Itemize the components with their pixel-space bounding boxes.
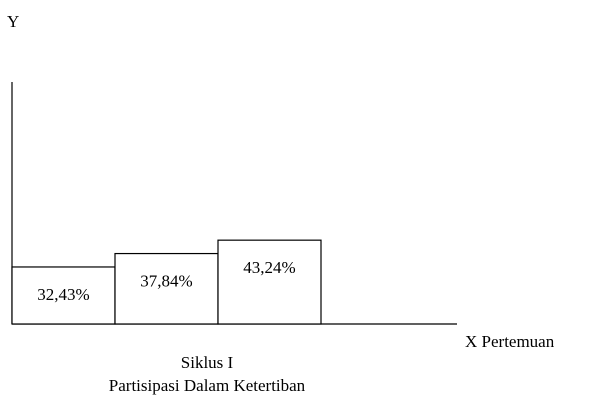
bar-value-label-2: 37,84% — [140, 272, 192, 291]
bar-value-label-3: 43,24% — [243, 258, 295, 277]
bar-value-label-1: 32,43% — [37, 285, 89, 304]
chart-caption-cycle: Siklus I — [181, 353, 234, 372]
bar-2 — [114, 252, 219, 325]
bars-group: 32,43% 37,84% 43,24% — [11, 239, 322, 325]
x-axis-label: X Pertemuan — [465, 332, 555, 351]
bar-3 — [217, 239, 322, 325]
chart-caption-title: Partisipasi Dalam Ketertiban — [109, 376, 306, 395]
bar-1 — [11, 266, 116, 325]
y-axis-label: Y — [7, 12, 19, 31]
